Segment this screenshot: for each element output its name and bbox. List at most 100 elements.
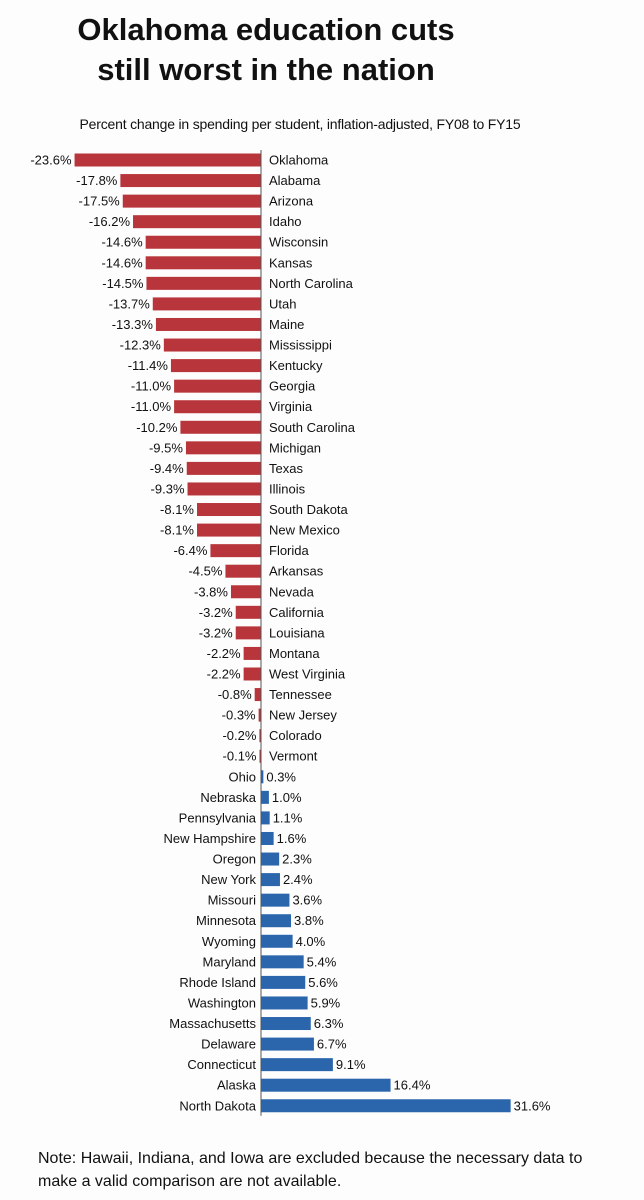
bar — [261, 770, 264, 784]
category-label: Montana — [269, 646, 320, 661]
value-label: -8.1% — [160, 523, 194, 538]
bar — [243, 646, 261, 660]
bar — [258, 708, 261, 722]
bar — [235, 626, 261, 640]
value-label: 1.6% — [277, 831, 307, 846]
value-label: -0.2% — [222, 728, 256, 743]
value-label: -3.2% — [199, 605, 233, 620]
value-label: -2.2% — [207, 667, 241, 682]
category-label: Nebraska — [200, 790, 256, 805]
category-label: Virginia — [269, 399, 313, 414]
value-label: -11.0% — [131, 379, 172, 394]
bar — [152, 297, 261, 311]
value-label: 3.6% — [292, 893, 322, 908]
bar-chart: -23.6% Oklahoma -17.8% Alabama -17.5% Arizona… — [30, 150, 551, 1116]
value-label: -17.8% — [76, 173, 118, 188]
category-label: Texas — [269, 461, 303, 476]
category-label: Massachusetts — [169, 1016, 256, 1031]
category-label: Vermont — [269, 749, 318, 764]
category-label: Maine — [269, 317, 304, 332]
bar — [186, 461, 261, 475]
value-label: 6.7% — [317, 1037, 347, 1052]
bar — [187, 482, 261, 496]
category-label: Kentucky — [269, 358, 323, 373]
category-label: Nevada — [269, 584, 315, 599]
category-label: Alaska — [217, 1078, 257, 1093]
value-label: -14.6% — [101, 235, 143, 250]
bar — [261, 1058, 333, 1072]
value-label: 5.6% — [308, 975, 338, 990]
value-label: -3.2% — [199, 625, 233, 640]
category-label: Delaware — [201, 1037, 256, 1052]
bar — [261, 914, 292, 928]
bar — [122, 194, 261, 208]
bar — [243, 667, 261, 681]
category-label: Minnesota — [196, 913, 257, 928]
value-label: -23.6% — [30, 153, 72, 168]
bar — [120, 174, 261, 188]
value-label: -9.5% — [149, 440, 183, 455]
category-label: Georgia — [269, 379, 316, 394]
bar — [261, 852, 280, 866]
category-label: Washington — [188, 995, 256, 1010]
category-label: Colorado — [269, 728, 322, 743]
category-label: California — [269, 605, 325, 620]
bar — [261, 811, 270, 825]
bar — [155, 317, 261, 331]
bar — [180, 420, 261, 434]
bar — [74, 153, 261, 167]
bar — [145, 235, 261, 249]
bar — [170, 359, 261, 373]
category-label: Alabama — [269, 173, 321, 188]
category-label: Oklahoma — [269, 153, 329, 168]
bar — [259, 729, 261, 743]
value-label: -0.1% — [223, 749, 257, 764]
category-label: Maryland — [203, 954, 256, 969]
value-label: -3.8% — [194, 584, 228, 599]
category-label: Arizona — [269, 194, 314, 209]
category-label: Oregon — [213, 852, 256, 867]
bar — [235, 605, 261, 619]
bar — [174, 379, 261, 393]
value-label: -14.5% — [102, 276, 144, 291]
category-label: Louisiana — [269, 625, 325, 640]
value-label: -2.2% — [207, 646, 241, 661]
bar — [185, 441, 261, 455]
bar — [230, 585, 261, 599]
category-label: North Dakota — [179, 1098, 256, 1113]
bar — [261, 790, 269, 804]
category-label: Ohio — [229, 769, 256, 784]
bar — [261, 1078, 391, 1092]
value-label: -8.1% — [160, 502, 194, 517]
category-label: Florida — [269, 543, 310, 558]
category-label: Michigan — [269, 440, 321, 455]
category-label: Idaho — [269, 214, 302, 229]
category-label: New Mexico — [269, 523, 340, 538]
value-label: -13.3% — [112, 317, 154, 332]
bar — [145, 256, 261, 270]
chart-subtitle: Percent change in spending per student, … — [79, 116, 521, 132]
bar — [254, 688, 261, 702]
value-label: -17.5% — [79, 194, 121, 209]
value-label: -6.4% — [173, 543, 207, 558]
value-label: 4.0% — [296, 934, 326, 949]
value-label: 3.8% — [294, 913, 324, 928]
footnote: Note: Hawaii, Indiana, and Iowa are excl… — [38, 1150, 583, 1190]
category-label: New Jersey — [269, 708, 337, 723]
bar — [133, 215, 261, 229]
bar — [261, 1037, 314, 1051]
bar — [163, 338, 261, 352]
category-label: North Carolina — [269, 276, 354, 291]
value-label: -16.2% — [89, 214, 131, 229]
value-label: 1.0% — [272, 790, 302, 805]
value-label: -0.3% — [222, 708, 256, 723]
chart-title: Oklahoma education cuts still worst in t… — [0, 10, 532, 90]
category-label: Illinois — [269, 481, 306, 496]
category-label: Tennessee — [269, 687, 332, 702]
title-line-1: Oklahoma education cuts — [77, 12, 455, 47]
value-label: 5.9% — [311, 995, 341, 1010]
value-label: -9.3% — [151, 481, 185, 496]
bar — [261, 1017, 311, 1031]
value-label: -9.4% — [150, 461, 184, 476]
category-label: Wyoming — [202, 934, 256, 949]
